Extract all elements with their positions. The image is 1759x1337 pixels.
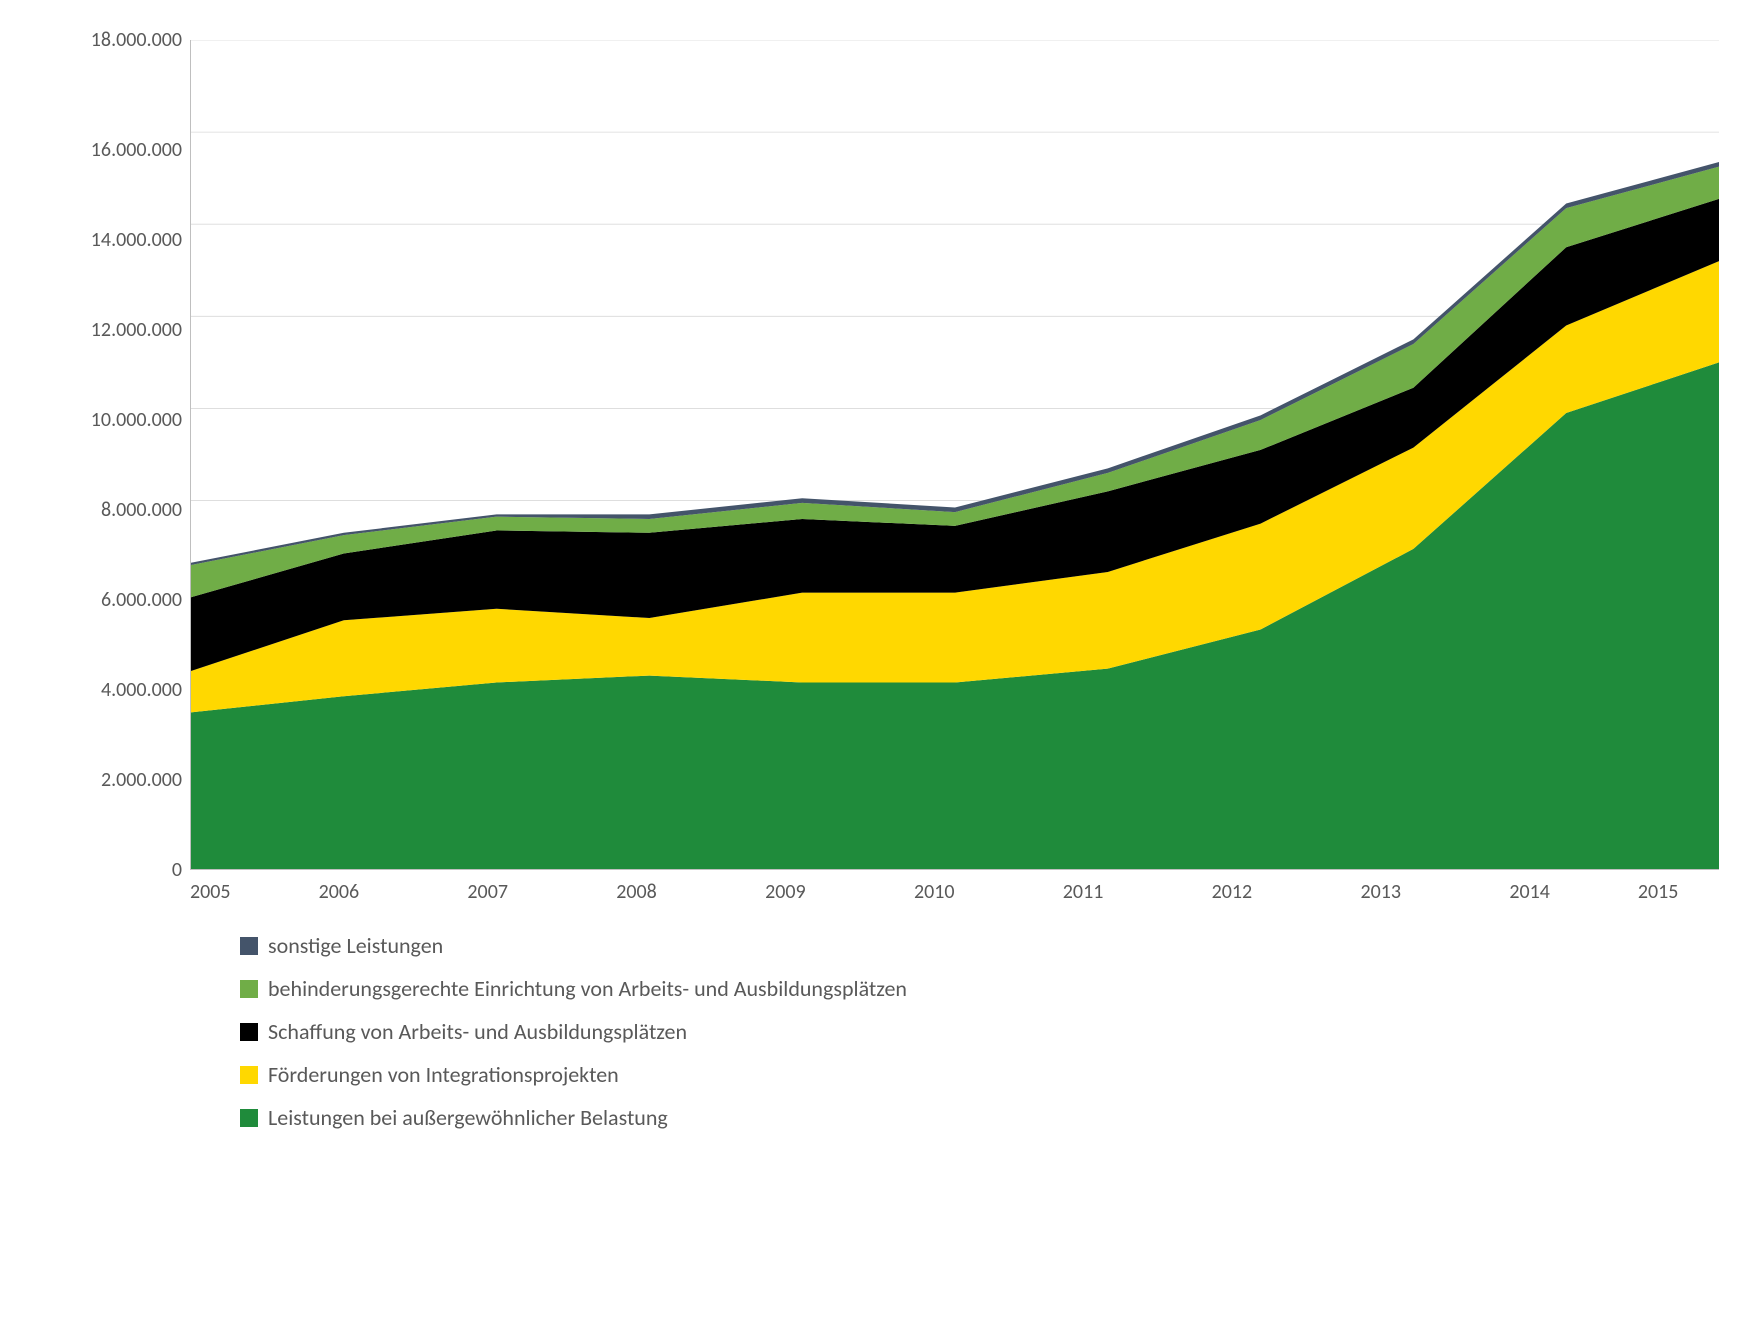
y-tick-label: 4.000.000 [101,680,182,700]
plot-area [190,40,1719,870]
y-tick-label: 18.000.000 [91,30,182,50]
y-tick-label: 0 [172,860,182,880]
x-tick-label: 2006 [319,880,360,904]
legend-item-leistungen_belastung: Leistungen bei außergewöhnlicher Belastu… [240,1104,1719,1131]
x-axis: 2005 2006 2007 2008 2009 2010 2011 2012 2013 2014… [190,870,1719,904]
legend-item-foerderungen_integration: Förderungen von Integrationsprojekten [240,1061,1719,1088]
x-tick-label: 2008 [616,880,657,904]
y-tick-label: 10.000.000 [91,410,182,430]
legend-swatch [240,1023,258,1041]
x-tick-label: 2013 [1360,880,1401,904]
x-tick-label: 2014 [1509,880,1550,904]
x-tick-marks [191,40,1719,869]
x-tick-label: 2009 [765,880,806,904]
legend: sonstige Leistungen behinderungsgerechte … [240,932,1719,1131]
y-axis: 18.000.00016.000.00014.000.00012.000.000… [40,40,190,870]
x-tick-label: 2011 [1063,880,1104,904]
stacked-area-chart: 18.000.00016.000.00014.000.00012.000.000… [40,40,1719,1131]
y-tick-label: 8.000.000 [101,500,182,520]
legend-label: behinderungsgerechte Einrichtung von Arb… [268,975,907,1002]
x-axis-row: 2005 2006 2007 2008 2009 2010 2011 2012 2013 2014… [40,870,1719,904]
legend-swatch [240,1066,258,1084]
y-tick-label: 12.000.000 [91,320,182,340]
legend-label: Schaffung von Arbeits- und Ausbildungspl… [268,1018,687,1045]
x-tick-label: 2010 [914,880,955,904]
legend-item-schaffung_arbeitsplaetze: Schaffung von Arbeits- und Ausbildungspl… [240,1018,1719,1045]
legend-label: Leistungen bei außergewöhnlicher Belastu… [268,1104,668,1131]
x-tick-label: 2015 [1638,880,1679,904]
legend-swatch [240,980,258,998]
legend-swatch [240,937,258,955]
legend-label: Förderungen von Integrationsprojekten [268,1061,619,1088]
y-tick-label: 6.000.000 [101,590,182,610]
legend-item-sonstige: sonstige Leistungen [240,932,1719,959]
x-tick-label: 2005 [190,880,231,904]
x-tick-label: 2012 [1212,880,1253,904]
legend-item-behinderungsgerechte_einrichtung: behinderungsgerechte Einrichtung von Arb… [240,975,1719,1002]
legend-swatch [240,1109,258,1127]
legend-label: sonstige Leistungen [268,932,443,959]
x-tick-label: 2007 [467,880,508,904]
plot-row: 18.000.00016.000.00014.000.00012.000.000… [40,40,1719,870]
y-tick-label: 14.000.000 [91,230,182,250]
y-tick-label: 16.000.000 [91,140,182,160]
y-tick-label: 2.000.000 [101,770,182,790]
